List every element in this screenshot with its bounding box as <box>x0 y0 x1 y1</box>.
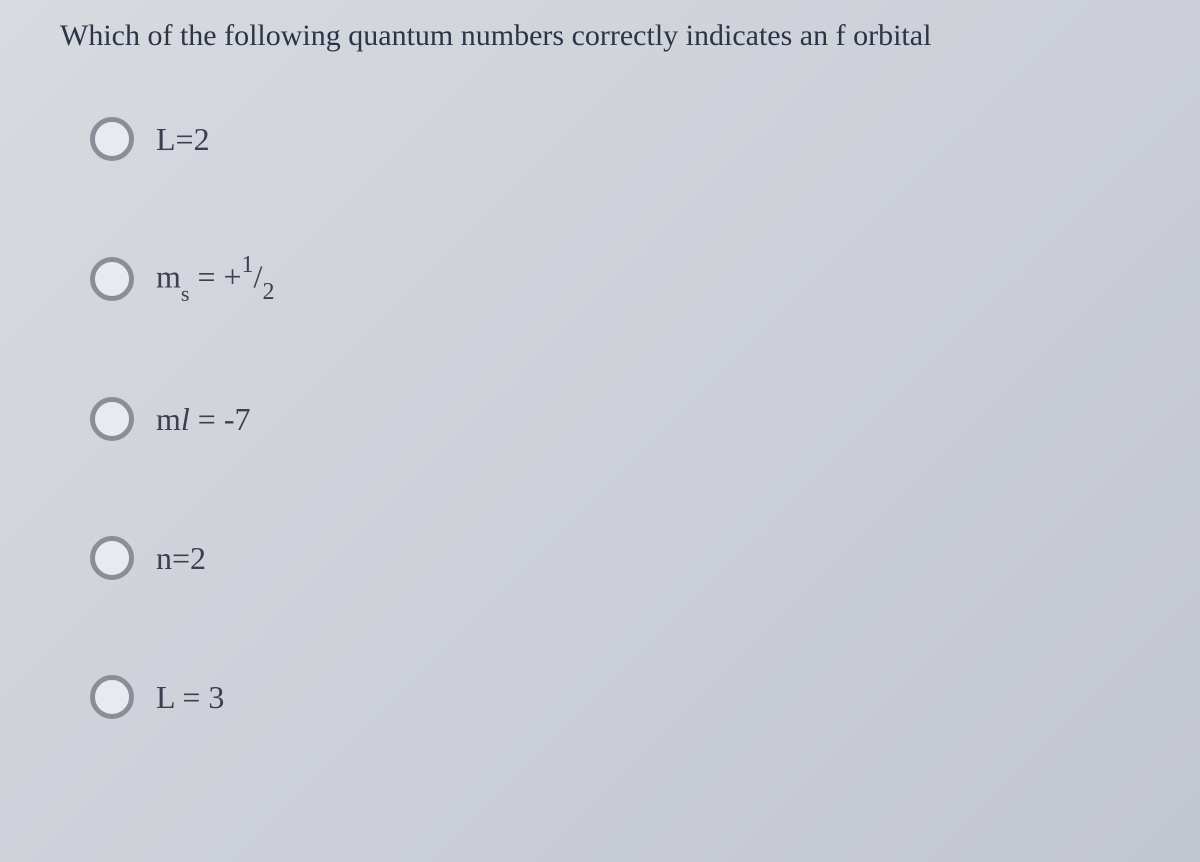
option-subscript: s <box>181 281 190 306</box>
option-label-1: L=2 <box>156 121 210 158</box>
radio-icon[interactable] <box>90 675 134 719</box>
option-var: m <box>156 401 181 437</box>
option-numerator: 1 <box>242 252 254 278</box>
option-eq: = + <box>189 259 241 295</box>
option-eq: = <box>172 540 190 576</box>
radio-icon[interactable] <box>90 397 134 441</box>
option-row-5[interactable]: L = 3 <box>90 675 1140 719</box>
option-label-5: L = 3 <box>156 679 224 716</box>
radio-icon[interactable] <box>90 117 134 161</box>
option-row-1[interactable]: L=2 <box>90 117 1140 161</box>
option-label-3: ml = -7 <box>156 401 250 438</box>
option-var: n <box>156 540 172 576</box>
question-text: Which of the following quantum numbers c… <box>60 15 1140 57</box>
option-label-4: n=2 <box>156 540 206 577</box>
option-eq: = <box>190 401 224 437</box>
options-container: L=2 ms = +1/2 ml = -7 n=2 L = 3 <box>60 117 1140 719</box>
option-label-2: ms = +1/2 <box>156 256 274 302</box>
option-row-2[interactable]: ms = +1/2 <box>90 256 1140 302</box>
option-var: L <box>156 121 176 157</box>
option-eq: = <box>174 679 208 715</box>
option-var: m <box>156 259 181 295</box>
radio-icon[interactable] <box>90 257 134 301</box>
option-eq: = <box>176 121 194 157</box>
option-italic: l <box>181 401 190 437</box>
option-var: L <box>156 679 174 715</box>
radio-icon[interactable] <box>90 536 134 580</box>
option-row-4[interactable]: n=2 <box>90 536 1140 580</box>
option-denominator: 2 <box>262 279 274 305</box>
option-val: -7 <box>224 401 251 437</box>
option-row-3[interactable]: ml = -7 <box>90 397 1140 441</box>
option-val: 2 <box>194 121 210 157</box>
option-val: 3 <box>208 679 224 715</box>
option-val: 2 <box>190 540 206 576</box>
